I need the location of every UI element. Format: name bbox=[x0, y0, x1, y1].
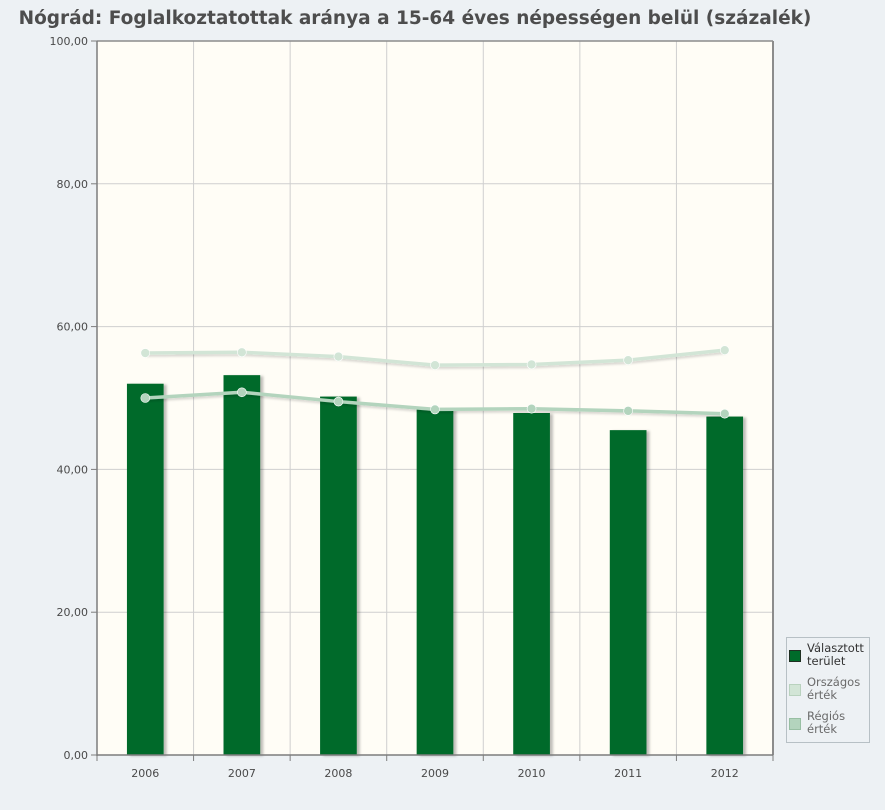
chart-title: Nógrád: Foglalkoztatottak aránya a 15-64… bbox=[18, 8, 812, 29]
y-tick-label: 40,00 bbox=[57, 463, 89, 476]
bar-2008[interactable] bbox=[320, 396, 357, 755]
line-point-2008[interactable] bbox=[333, 351, 344, 362]
legend-swatch-selected-area bbox=[789, 650, 801, 662]
bar-2009[interactable] bbox=[416, 409, 454, 755]
legend-item-regional-value[interactable]: Régiós érték bbox=[789, 710, 869, 744]
x-tick-label: 2011 bbox=[614, 767, 642, 780]
bar-2007[interactable] bbox=[223, 375, 261, 755]
x-tick-label: 2009 bbox=[421, 767, 449, 780]
legend-swatch-national-value bbox=[789, 684, 801, 696]
line-point-2006[interactable] bbox=[140, 348, 151, 358]
x-tick-label: 2010 bbox=[518, 767, 546, 780]
bar-2010[interactable] bbox=[513, 412, 550, 755]
legend-label-national-value: Országos érték bbox=[807, 675, 861, 702]
y-tick-label: 60,00 bbox=[57, 321, 89, 334]
line-point-2007[interactable] bbox=[237, 387, 247, 398]
legend: Választott terület Országos érték Régiós… bbox=[786, 637, 870, 743]
line-point-2011[interactable] bbox=[623, 355, 633, 365]
y-tick-label: 20,00 bbox=[57, 606, 89, 619]
x-tick-label: 2007 bbox=[228, 767, 256, 780]
bar-2012[interactable] bbox=[706, 416, 744, 755]
bar-2011[interactable] bbox=[609, 430, 647, 755]
line-point-2006[interactable] bbox=[140, 393, 151, 403]
line-point-2007[interactable] bbox=[237, 347, 247, 358]
y-tick-label: 100,00 bbox=[50, 35, 89, 48]
y-tick-label: 80,00 bbox=[57, 178, 89, 191]
line-point-2011[interactable] bbox=[623, 406, 633, 416]
legend-label-regional-value: Régiós érték bbox=[807, 709, 846, 736]
legend-item-national-value[interactable]: Országos érték bbox=[789, 676, 869, 710]
bar-series bbox=[126, 375, 744, 755]
line-point-2008[interactable] bbox=[333, 396, 344, 407]
x-tick-label: 2008 bbox=[324, 767, 352, 780]
legend-label-selected-area: Választott terület bbox=[807, 641, 864, 668]
legend-item-selected-area[interactable]: Választott terület bbox=[789, 642, 869, 676]
x-tick-label: 2006 bbox=[131, 767, 159, 780]
line-point-2009[interactable] bbox=[430, 360, 440, 370]
line-point-2010[interactable] bbox=[526, 359, 537, 370]
x-tick-label: 2012 bbox=[711, 767, 739, 780]
legend-swatch-regional-value bbox=[789, 718, 801, 730]
y-tick-label: 0,00 bbox=[64, 749, 89, 762]
bar-2006[interactable] bbox=[126, 383, 164, 755]
line-point-2012[interactable] bbox=[719, 408, 730, 419]
line-point-2010[interactable] bbox=[526, 403, 537, 414]
line-point-2012[interactable] bbox=[719, 345, 730, 355]
line-series bbox=[140, 345, 730, 419]
axes: 0,00 20,00 40,00 60,00 80,00 100,00 2006 2007 20… bbox=[50, 35, 774, 780]
line-point-2009[interactable] bbox=[430, 404, 440, 415]
